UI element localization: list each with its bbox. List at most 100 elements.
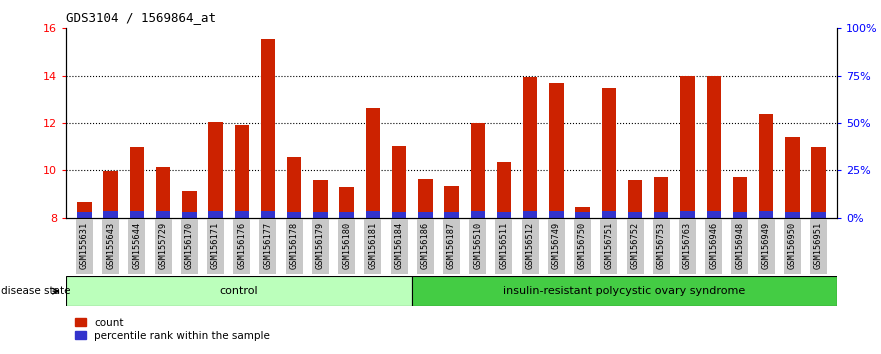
Bar — [444, 186, 459, 218]
Text: GSM156512: GSM156512 — [526, 222, 535, 269]
Text: GSM156186: GSM156186 — [421, 222, 430, 269]
Text: GSM155643: GSM155643 — [106, 222, 115, 269]
Text: GSM156949: GSM156949 — [762, 222, 771, 269]
Bar — [78, 202, 92, 218]
Bar — [66, 276, 411, 306]
Text: GSM156510: GSM156510 — [473, 222, 482, 269]
Bar — [470, 219, 486, 274]
Text: GSM155729: GSM155729 — [159, 222, 167, 269]
Bar — [130, 211, 144, 218]
Bar — [759, 211, 774, 218]
Bar — [411, 276, 837, 306]
Bar — [261, 211, 275, 218]
Bar — [339, 187, 354, 218]
Bar — [418, 179, 433, 218]
Bar — [811, 147, 825, 218]
Bar — [548, 219, 565, 274]
Bar — [470, 123, 485, 218]
Bar — [130, 147, 144, 218]
Bar — [338, 219, 355, 274]
Bar — [575, 212, 589, 218]
Bar — [182, 212, 196, 218]
Text: GSM156763: GSM156763 — [683, 222, 692, 269]
Bar — [208, 122, 223, 218]
Bar — [365, 219, 381, 274]
Bar — [549, 211, 564, 218]
Bar — [626, 219, 644, 274]
Bar — [103, 171, 118, 218]
Bar — [495, 219, 513, 274]
Bar — [314, 180, 328, 218]
Text: GSM155644: GSM155644 — [132, 222, 141, 269]
Bar — [234, 125, 249, 218]
Bar — [102, 219, 119, 274]
Bar — [390, 219, 408, 274]
Bar — [628, 180, 642, 218]
Bar — [733, 177, 747, 218]
Bar — [523, 77, 537, 218]
Text: disease state: disease state — [1, 286, 70, 296]
Bar — [705, 219, 722, 274]
Text: GSM156753: GSM156753 — [656, 222, 666, 269]
Text: GSM156946: GSM156946 — [709, 222, 718, 269]
Text: GSM156177: GSM156177 — [263, 222, 272, 269]
Text: GSM156184: GSM156184 — [395, 222, 403, 269]
Bar — [181, 219, 198, 274]
Bar — [234, 211, 249, 218]
Bar — [522, 219, 538, 274]
Text: GSM155631: GSM155631 — [80, 222, 89, 269]
Bar — [156, 167, 170, 218]
Bar — [600, 219, 618, 274]
Text: GSM156951: GSM156951 — [814, 222, 823, 269]
Text: control: control — [219, 286, 258, 296]
Bar — [287, 157, 301, 218]
Bar — [602, 211, 616, 218]
Bar — [392, 212, 406, 218]
Bar — [680, 76, 695, 218]
Legend: count, percentile rank within the sample: count, percentile rank within the sample — [71, 314, 274, 345]
Bar — [103, 211, 118, 218]
Text: GSM156180: GSM156180 — [342, 222, 352, 269]
Bar — [497, 162, 511, 218]
Bar — [208, 211, 223, 218]
Text: insulin-resistant polycystic ovary syndrome: insulin-resistant polycystic ovary syndr… — [503, 286, 745, 296]
Bar — [575, 207, 589, 218]
Text: GSM156749: GSM156749 — [552, 222, 561, 269]
Bar — [497, 212, 511, 218]
Text: GSM156752: GSM156752 — [631, 222, 640, 269]
Bar — [154, 219, 172, 274]
Bar — [418, 212, 433, 218]
Bar — [366, 108, 380, 218]
Text: GSM156948: GSM156948 — [736, 222, 744, 269]
Bar — [679, 219, 696, 274]
Text: GDS3104 / 1569864_at: GDS3104 / 1569864_at — [66, 11, 216, 24]
Bar — [785, 137, 800, 218]
Bar — [707, 76, 721, 218]
Bar — [574, 219, 591, 274]
Text: GSM156179: GSM156179 — [316, 222, 325, 269]
Bar — [653, 219, 670, 274]
Bar — [76, 219, 93, 274]
Bar — [259, 219, 277, 274]
Bar — [549, 83, 564, 218]
Bar — [731, 219, 749, 274]
Bar — [443, 219, 460, 274]
Text: GSM156171: GSM156171 — [211, 222, 220, 269]
Bar — [417, 219, 433, 274]
Bar — [680, 211, 695, 218]
Text: GSM156750: GSM156750 — [578, 222, 587, 269]
Bar — [628, 212, 642, 218]
Bar — [314, 212, 328, 218]
Bar — [287, 212, 301, 218]
Text: GSM156176: GSM156176 — [237, 222, 247, 269]
Bar — [785, 212, 800, 218]
Bar — [654, 212, 669, 218]
Bar — [392, 145, 406, 218]
Text: GSM156751: GSM156751 — [604, 222, 613, 269]
Bar — [207, 219, 224, 274]
Bar — [810, 219, 827, 274]
Bar — [759, 114, 774, 218]
Bar — [602, 87, 616, 218]
Text: GSM156178: GSM156178 — [290, 222, 299, 269]
Bar — [233, 219, 250, 274]
